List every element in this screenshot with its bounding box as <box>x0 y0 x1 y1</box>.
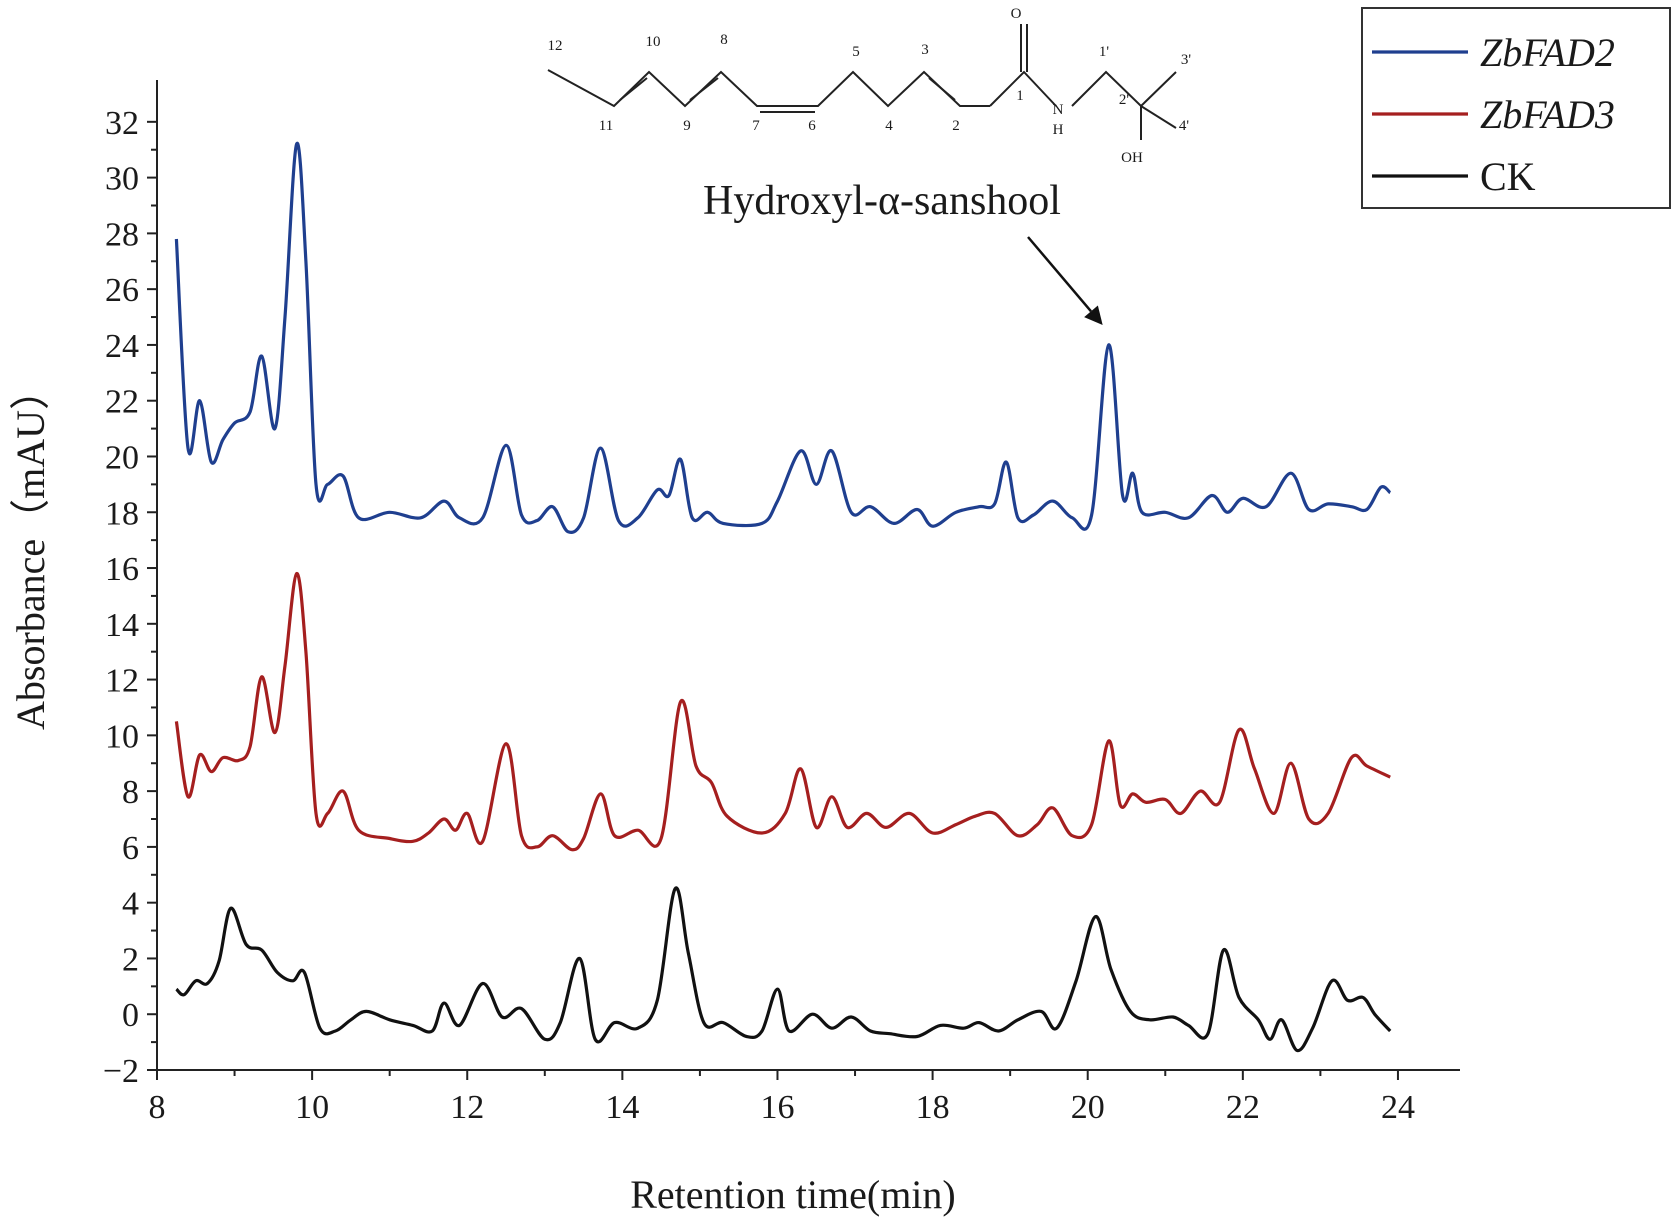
y-tick-label: 2 <box>122 941 139 978</box>
y-tick-label: 32 <box>105 105 139 142</box>
x-tick-label: 20 <box>1071 1089 1105 1126</box>
y-tick-label: 0 <box>122 997 139 1034</box>
y-tick-label: 14 <box>105 607 139 644</box>
structure-atom-label: 3' <box>1181 52 1192 68</box>
y-tick-label: 22 <box>105 384 139 421</box>
x-tick-label: 14 <box>605 1089 639 1126</box>
x-tick-label: 24 <box>1381 1089 1415 1126</box>
y-tick-label: 28 <box>105 216 139 253</box>
structure-atom-label: N <box>1053 102 1064 118</box>
legend-items: ZbFAD2 ZbFAD3 CK <box>1372 30 1615 199</box>
structure-atom-label: 10 <box>646 34 661 50</box>
structure-atom-label: 2' <box>1119 92 1130 108</box>
structure-atom-label: O <box>1011 6 1022 22</box>
structure-atom-label: 5 <box>852 44 860 60</box>
y-tick-label: −2 <box>103 1053 139 1090</box>
legend-label: CK <box>1480 154 1536 199</box>
x-tick-label: 16 <box>760 1089 794 1126</box>
series-layer <box>174 141 1392 1053</box>
x-tick-label: 8 <box>149 1089 166 1126</box>
structure-atom-label: 1' <box>1099 44 1110 60</box>
axes-group: 8 10 12 14 16 18 20 22 24 −202468101214161820222… <box>103 80 1460 1126</box>
amide-chain <box>989 70 1057 107</box>
legend: ZbFAD2 ZbFAD3 CK <box>1361 7 1671 209</box>
x-tick-label: 18 <box>916 1089 950 1126</box>
annotation-arrow-head <box>1084 305 1103 325</box>
structure-atom-label: 4 <box>885 118 893 134</box>
structure-atom-label: 7 <box>752 118 760 134</box>
y-tick-label: 30 <box>105 161 139 198</box>
y-tick-label: 18 <box>105 495 139 532</box>
series-line-zbfad2 <box>174 141 1392 534</box>
structure-atom-label: 9 <box>683 118 691 134</box>
series-line-ck <box>175 886 1392 1053</box>
double-bond-10-11 <box>619 77 648 101</box>
x-ticks: 8 10 12 14 16 18 20 22 24 <box>149 1070 1415 1126</box>
x-tick-label: 22 <box>1226 1089 1260 1126</box>
y-tick-label: 10 <box>105 718 139 755</box>
structure-labels: 12 11 10 9 8 7 6 5 4 3 2 1 O NH 1' 2' 3' 4' OH <box>548 6 1192 166</box>
structure-atom-label: 2 <box>952 118 960 134</box>
side-chain <box>1071 70 1177 108</box>
structure-atom-label: 1 <box>1016 88 1024 104</box>
carbon-chain <box>547 69 990 108</box>
y-tick-label: 20 <box>105 439 139 476</box>
annotation-group: Hydroxyl-α-sanshool <box>703 178 1103 325</box>
x-tick-label: 10 <box>295 1089 329 1126</box>
double-bond-2-3 <box>928 77 956 101</box>
y-tick-label: 8 <box>122 774 139 811</box>
double-bond-8-9 <box>689 77 719 101</box>
y-axis-title: Absorbance（mAU） <box>8 370 53 730</box>
y-tick-label: 16 <box>105 551 139 588</box>
legend-label: ZbFAD2 <box>1480 30 1615 75</box>
y-tick-label: 4 <box>122 886 139 923</box>
y-tick-label: 12 <box>105 663 139 700</box>
structure-atom-label: 6 <box>808 118 816 134</box>
structure-atom-label: 12 <box>548 38 563 54</box>
y-tick-label: 24 <box>105 328 139 365</box>
structure-atom-label: OH <box>1121 150 1143 166</box>
x-axis-title: Retention time(min) <box>630 1172 956 1217</box>
structure-atom-label: 8 <box>720 32 728 48</box>
legend-label: ZbFAD3 <box>1480 92 1615 137</box>
series-line-zbfad3 <box>174 571 1391 852</box>
hydroxyl-alpha-sanshool-structure: 12 11 10 9 8 7 6 5 4 3 2 1 O NH 1' 2' 3' 4' OH <box>548 6 1192 166</box>
y-tick-label: 6 <box>122 830 139 867</box>
x-tick-label: 12 <box>450 1089 484 1126</box>
structure-atom-label: 3 <box>921 42 929 58</box>
structure-atom-label: 4' <box>1179 118 1190 134</box>
annotation-label: Hydroxyl-α-sanshool <box>703 178 1061 224</box>
methyl-4 <box>1140 105 1177 129</box>
structure-atom-label: 11 <box>599 118 613 134</box>
y-tick-label: 26 <box>105 272 139 309</box>
structure-atom-label: H <box>1053 122 1064 138</box>
annotation-arrow <box>1027 236 1092 313</box>
